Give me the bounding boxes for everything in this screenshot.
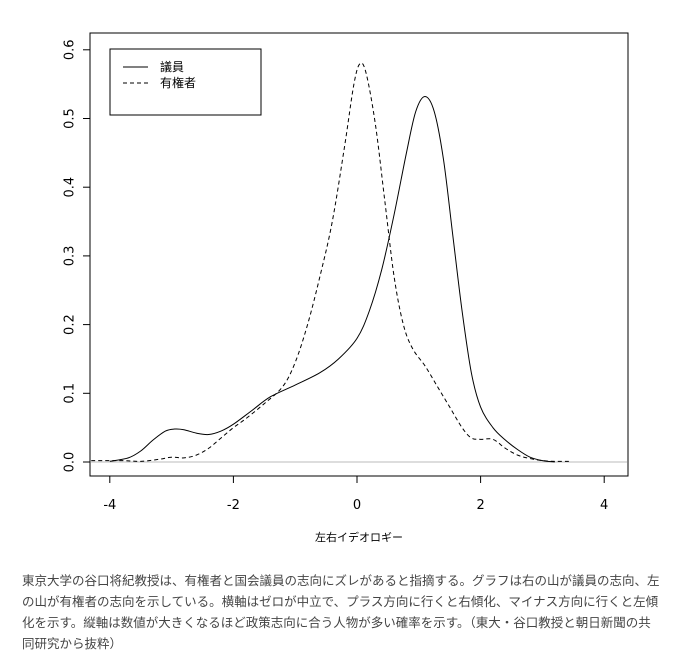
legend-box [109,48,262,116]
y-tick-label: 0.6 [63,39,78,60]
x-tick-label: 2 [476,498,484,513]
y-tick-label: 0.2 [63,314,78,335]
y-tick-label: 0.1 [63,383,78,404]
x-tick-label: -2 [227,498,240,513]
y-tick-label: 0.4 [63,177,78,198]
x-axis: -4 -2 0 2 4 [103,475,608,513]
legend-label-legislators: 議員 [160,60,184,74]
x-axis-label: 左右イデオロギー [315,530,403,544]
legend: 議員 有権者 [109,48,262,116]
legend-label-voters: 有権者 [160,75,196,90]
y-tick-label: 0.3 [63,246,78,267]
x-tick-label: 0 [353,498,361,513]
x-tick-label: 4 [600,498,608,513]
x-tick-label: -4 [103,498,116,513]
figure-caption: 東京大学の谷口将紀教授は、有権者と国会議員の志向にズレがあると指摘する。グラフは… [22,573,660,651]
density-chart: 0.0 0.1 0.2 0.3 0.4 0.5 0.6 -4 -2 0 2 4 議員 有権者 左右イ… [63,32,629,544]
series-lines [91,62,571,463]
series-line-1 [91,62,571,462]
series-line-0 [109,96,555,463]
y-tick-label: 0.5 [63,108,78,129]
y-tick-label: 0.0 [63,452,78,473]
y-axis: 0.0 0.1 0.2 0.3 0.4 0.5 0.6 [63,39,91,472]
